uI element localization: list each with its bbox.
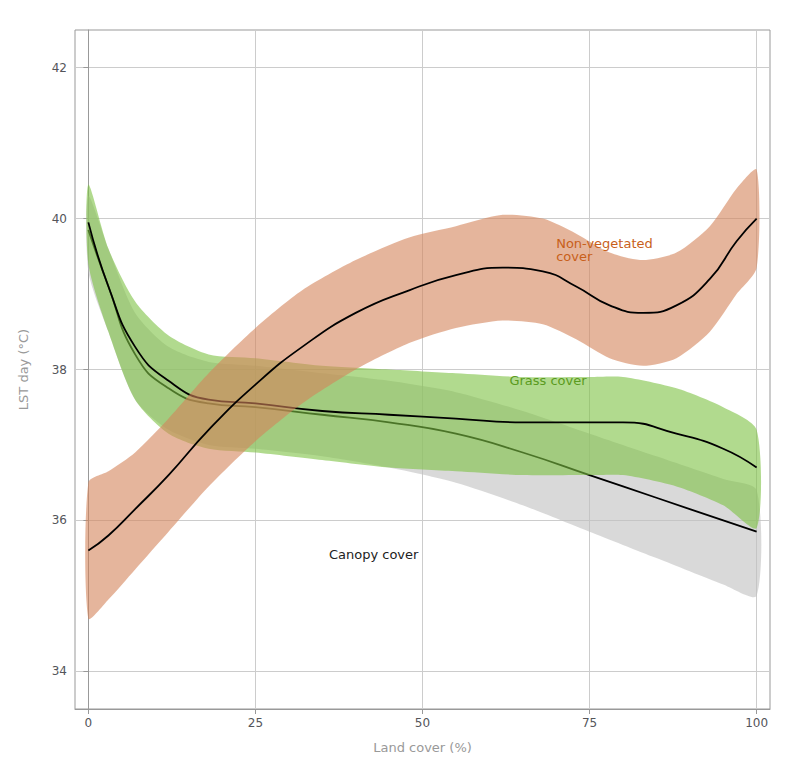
svg-text:Land cover (%): Land cover (%) bbox=[373, 740, 472, 755]
svg-text:Grass cover: Grass cover bbox=[509, 373, 587, 388]
svg-text:40: 40 bbox=[52, 212, 67, 226]
svg-text:Non-vegetated: Non-vegetated bbox=[556, 236, 653, 252]
svg-text:34: 34 bbox=[52, 664, 67, 678]
svg-text:38: 38 bbox=[52, 363, 67, 377]
svg-text:cover: cover bbox=[556, 249, 593, 264]
svg-text:42: 42 bbox=[52, 61, 67, 75]
svg-text:LST day (°C): LST day (°C) bbox=[16, 329, 31, 410]
svg-text:36: 36 bbox=[52, 513, 67, 527]
svg-text:75: 75 bbox=[582, 716, 597, 730]
svg-text:25: 25 bbox=[248, 716, 263, 730]
svg-text:100: 100 bbox=[745, 716, 768, 730]
svg-text:Canopy cover: Canopy cover bbox=[329, 547, 419, 562]
svg-text:50: 50 bbox=[415, 716, 430, 730]
svg-text:0: 0 bbox=[85, 716, 93, 730]
